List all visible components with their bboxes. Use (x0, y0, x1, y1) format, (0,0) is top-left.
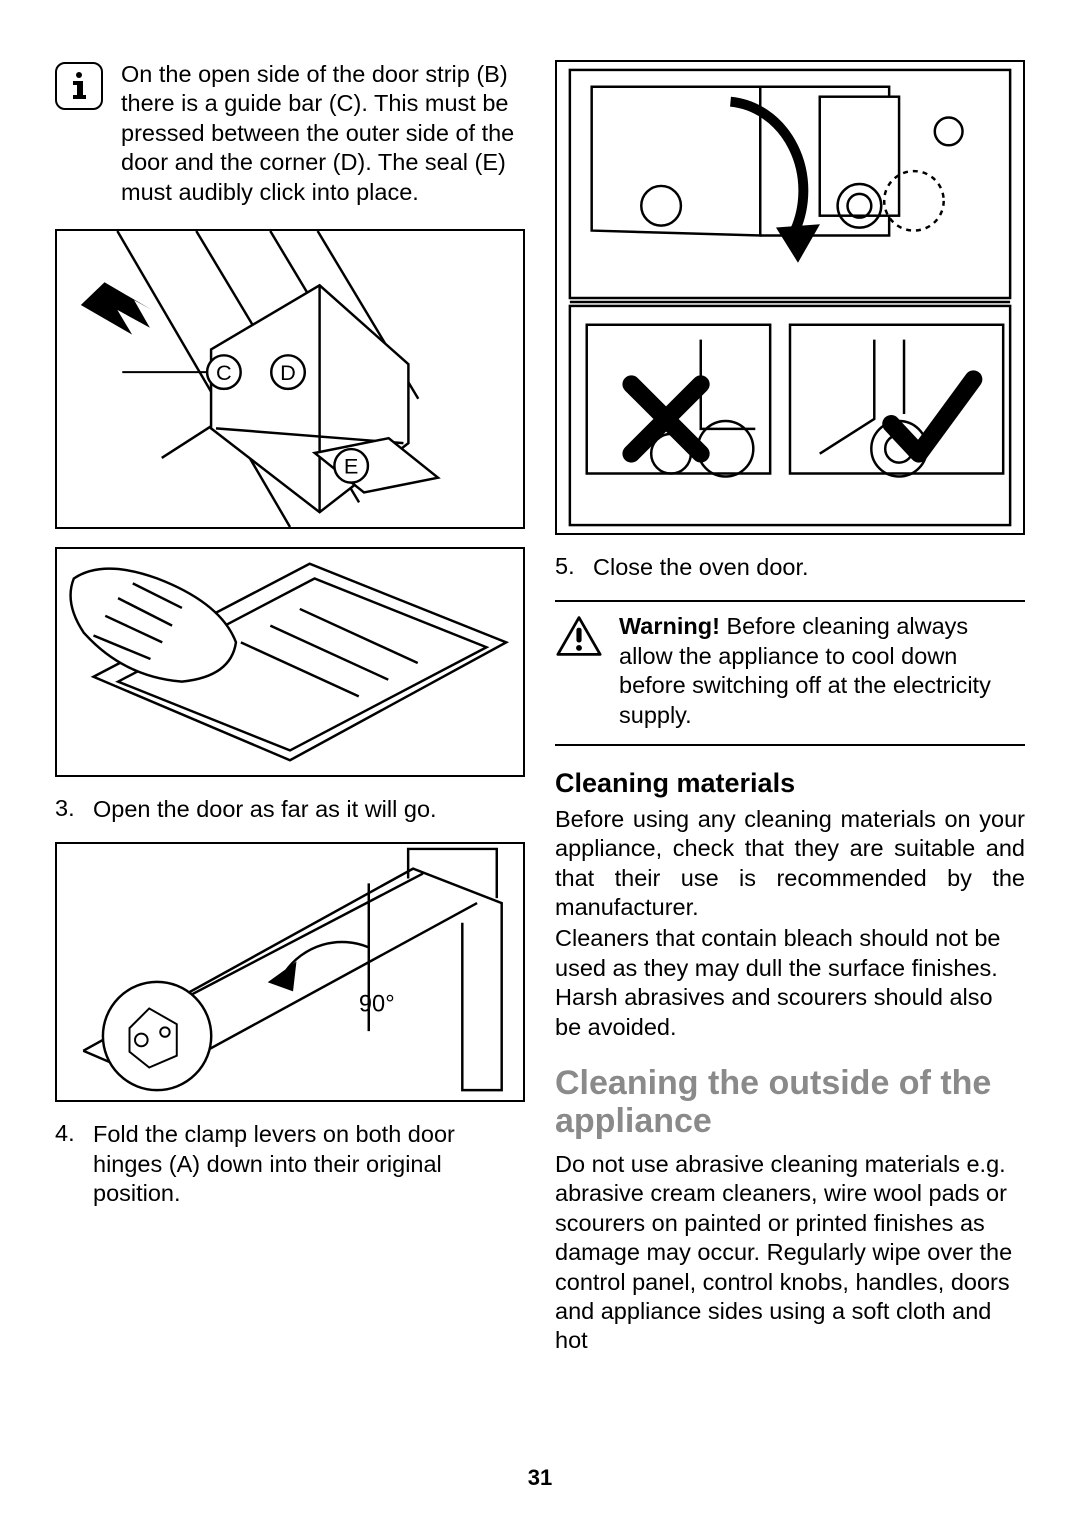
warning-label: Warning! (619, 613, 720, 639)
cleaning-materials-p2: Cleaners that contain bleach should not … (555, 924, 1025, 1042)
label-d: D (280, 360, 296, 385)
cleaning-materials-p1: Before using any cleaning materials on y… (555, 805, 1025, 923)
page: On the open side of the door strip (B) t… (0, 0, 1080, 1529)
figure-hinge-correct-incorrect (555, 60, 1025, 535)
step-3-number: 3. (55, 795, 83, 824)
label-c: C (216, 360, 232, 385)
figure-door-strip-cde: C D E (55, 229, 525, 529)
label-e: E (344, 454, 358, 479)
two-column-layout: On the open side of the door strip (B) t… (55, 60, 1025, 1356)
step-5: 5. Close the oven door. (555, 553, 1025, 582)
warning-text-container: Warning! Before cleaning always allow th… (619, 612, 1025, 730)
step-5-text: Close the oven door. (593, 553, 809, 582)
figure-hand-opening-door (55, 547, 525, 777)
step-4-text: Fold the clamp levers on both door hinge… (93, 1120, 525, 1208)
step-4: 4. Fold the clamp levers on both door hi… (55, 1120, 525, 1208)
info-callout: On the open side of the door strip (B) t… (55, 60, 525, 207)
warning-callout: Warning! Before cleaning always allow th… (555, 600, 1025, 746)
step-3: 3. Open the door as far as it will go. (55, 795, 525, 824)
label-90deg: 90° (359, 992, 395, 1018)
page-number: 31 (0, 1465, 1080, 1491)
figure-door-90deg: 90° (55, 842, 525, 1102)
heading-cleaning-outside: Cleaning the outside of the appliance (555, 1064, 1025, 1140)
step-5-number: 5. (555, 553, 583, 582)
step-3-text: Open the door as far as it will go. (93, 795, 437, 824)
left-column: On the open side of the door strip (B) t… (55, 60, 525, 1356)
right-column: 5. Close the oven door. Warning! Before … (555, 60, 1025, 1356)
step-4-number: 4. (55, 1120, 83, 1208)
info-icon (55, 62, 103, 110)
info-text: On the open side of the door strip (B) t… (121, 60, 525, 207)
warning-icon (555, 614, 603, 658)
cleaning-outside-p1: Do not use abrasive cleaning materials e… (555, 1150, 1025, 1356)
heading-cleaning-materials: Cleaning materials (555, 768, 1025, 799)
